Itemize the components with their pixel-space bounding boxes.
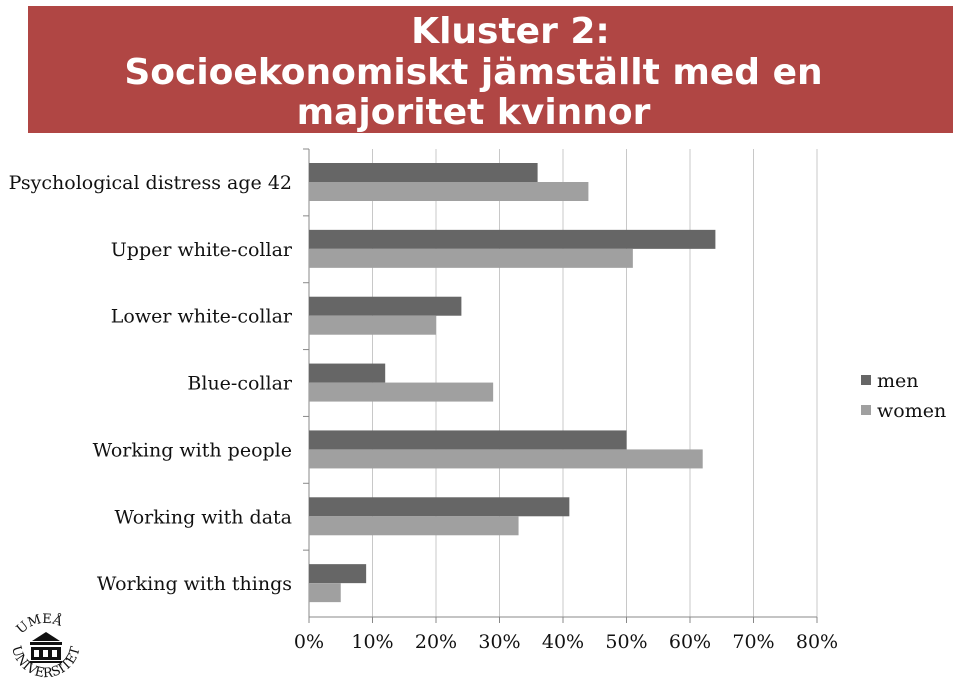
x-tick-label: 60% bbox=[669, 631, 711, 653]
legend-swatch-women bbox=[861, 405, 871, 415]
category-label: Blue-collar bbox=[187, 373, 293, 395]
bar-men bbox=[309, 229, 716, 249]
category-label: Upper white-collar bbox=[111, 239, 293, 261]
bar-men bbox=[309, 296, 462, 316]
legend-swatch-men bbox=[861, 375, 871, 385]
university-logo: UMEÅ UNIVERSITET bbox=[8, 611, 84, 681]
category-label: Lower white-collar bbox=[111, 306, 293, 328]
bar-women bbox=[309, 248, 633, 268]
title-banner: Kluster 2: Socioekonomiskt jämställt med… bbox=[28, 6, 953, 133]
bar-women bbox=[309, 315, 436, 335]
x-tick-label: 40% bbox=[542, 631, 584, 653]
legend-label-men: men bbox=[877, 370, 919, 392]
x-tick-label: 50% bbox=[605, 631, 647, 653]
title-line-3: majoritet kvinnor bbox=[296, 92, 651, 133]
title-line-1: Kluster 2: bbox=[411, 11, 610, 52]
bar-men bbox=[309, 564, 367, 584]
bar-men bbox=[309, 363, 386, 383]
category-label: Working with people bbox=[93, 439, 292, 461]
bar-women bbox=[309, 449, 703, 469]
x-tick-label: 70% bbox=[732, 631, 774, 653]
x-tick-label: 10% bbox=[351, 631, 393, 653]
x-tick-label: 30% bbox=[478, 631, 520, 653]
bar-women bbox=[309, 583, 341, 603]
bar-men bbox=[309, 430, 627, 450]
bar-women bbox=[309, 516, 519, 536]
x-tick-label: 20% bbox=[415, 631, 457, 653]
category-label: Working with things bbox=[97, 573, 292, 595]
bar-men bbox=[309, 497, 570, 517]
bar-men bbox=[309, 163, 538, 182]
svg-text:UMEÅ: UMEÅ bbox=[14, 611, 65, 637]
x-tick-label: 0% bbox=[294, 631, 324, 653]
x-tick-label: 80% bbox=[796, 631, 838, 653]
legend-label-women: women bbox=[877, 400, 946, 422]
title-line-2: Socioekonomiskt jämställt med en bbox=[124, 52, 823, 93]
bar-women bbox=[309, 382, 494, 402]
category-label: Working with data bbox=[115, 506, 293, 528]
category-label: Psychological distress age 42 bbox=[9, 172, 292, 194]
bar-women bbox=[309, 182, 589, 201]
